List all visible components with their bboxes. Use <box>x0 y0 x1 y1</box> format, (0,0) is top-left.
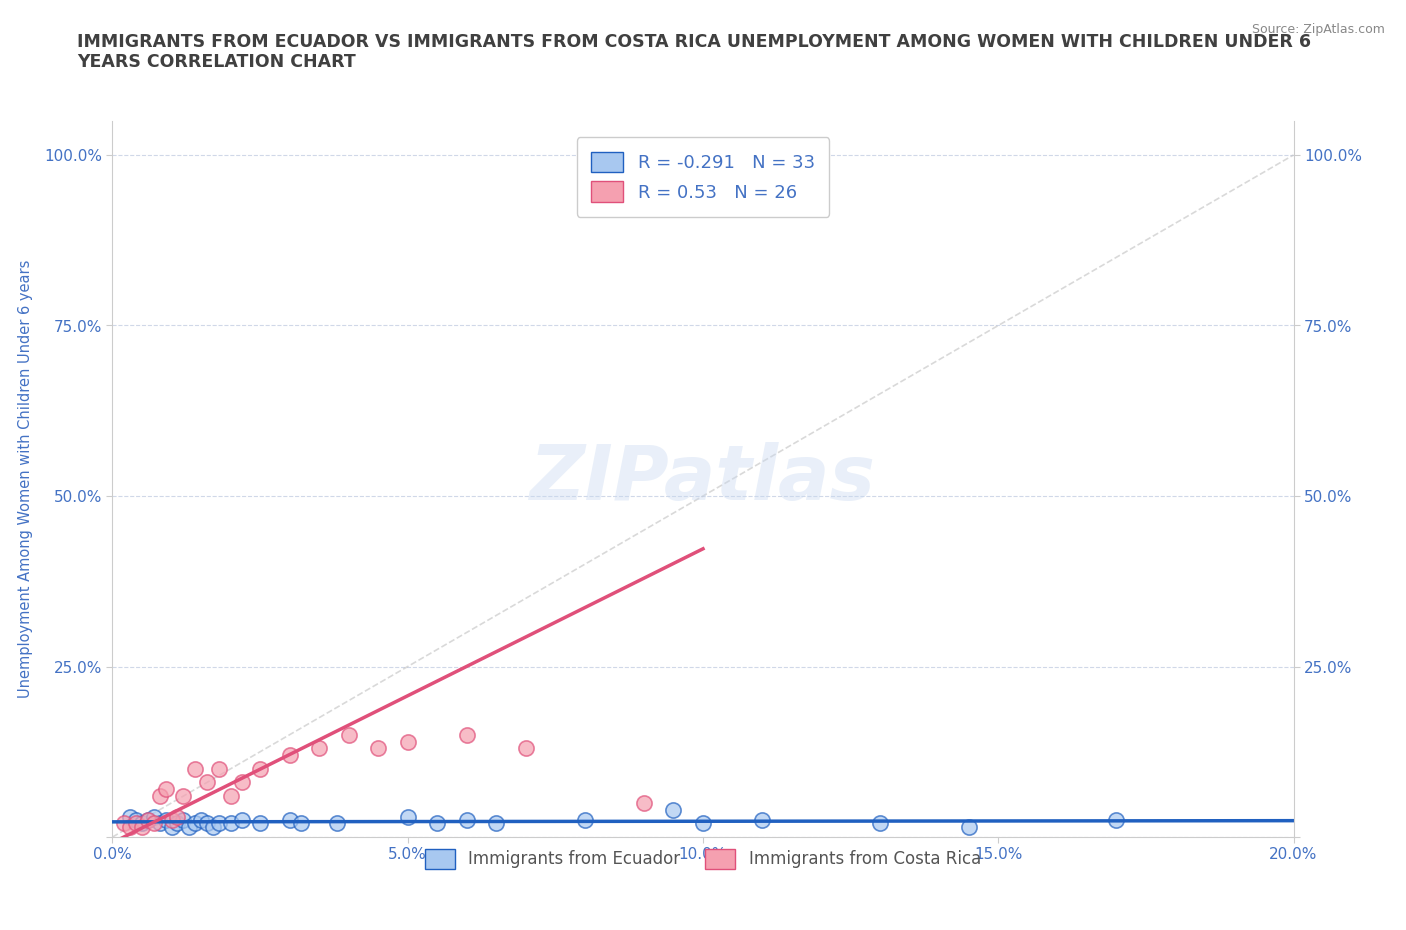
Point <box>456 813 478 828</box>
Point <box>751 813 773 828</box>
Point <box>125 816 148 830</box>
Point <box>160 819 183 834</box>
Point <box>219 789 242 804</box>
Point <box>308 741 330 756</box>
Point <box>485 816 508 830</box>
Point <box>166 816 188 830</box>
Point <box>142 816 165 830</box>
Point <box>662 181 685 196</box>
Point <box>249 762 271 777</box>
Point <box>160 813 183 828</box>
Point <box>396 809 419 824</box>
Point <box>208 762 231 777</box>
Point <box>184 816 207 830</box>
Point <box>869 816 891 830</box>
Point <box>633 795 655 810</box>
Text: ZIPatlas: ZIPatlas <box>530 442 876 516</box>
Point <box>231 775 253 790</box>
Point <box>515 741 537 756</box>
Point <box>120 809 142 824</box>
Point <box>231 813 253 828</box>
Point <box>112 816 135 830</box>
Legend: Immigrants from Ecuador, Immigrants from Costa Rica: Immigrants from Ecuador, Immigrants from… <box>419 843 987 875</box>
Point <box>249 816 271 830</box>
Point <box>367 741 389 756</box>
Point <box>179 819 201 834</box>
Point <box>396 734 419 749</box>
Point <box>201 819 224 834</box>
Point <box>957 819 980 834</box>
Point <box>574 813 596 828</box>
Point <box>208 816 231 830</box>
Point <box>166 809 188 824</box>
Point <box>184 762 207 777</box>
Point <box>1105 813 1128 828</box>
Point <box>155 813 177 828</box>
Point <box>290 816 312 830</box>
Point <box>131 819 153 834</box>
Point <box>219 816 242 830</box>
Text: IMMIGRANTS FROM ECUADOR VS IMMIGRANTS FROM COSTA RICA UNEMPLOYMENT AMONG WOMEN W: IMMIGRANTS FROM ECUADOR VS IMMIGRANTS FR… <box>77 33 1312 72</box>
Point <box>155 782 177 797</box>
Point <box>456 727 478 742</box>
Point <box>190 813 212 828</box>
Point <box>125 813 148 828</box>
Point <box>662 803 685 817</box>
Point <box>426 816 449 830</box>
Point <box>278 813 301 828</box>
Point <box>142 809 165 824</box>
Point <box>692 816 714 830</box>
Point <box>136 813 159 828</box>
Point <box>337 727 360 742</box>
Point <box>149 789 172 804</box>
Point <box>149 816 172 830</box>
Point <box>172 789 194 804</box>
Point <box>195 816 218 830</box>
Point <box>278 748 301 763</box>
Point <box>195 775 218 790</box>
Point <box>326 816 349 830</box>
Point <box>136 813 159 828</box>
Text: Source: ZipAtlas.com: Source: ZipAtlas.com <box>1251 23 1385 36</box>
Point <box>172 813 194 828</box>
Point <box>131 816 153 830</box>
Point <box>120 819 142 834</box>
Y-axis label: Unemployment Among Women with Children Under 6 years: Unemployment Among Women with Children U… <box>18 259 32 698</box>
